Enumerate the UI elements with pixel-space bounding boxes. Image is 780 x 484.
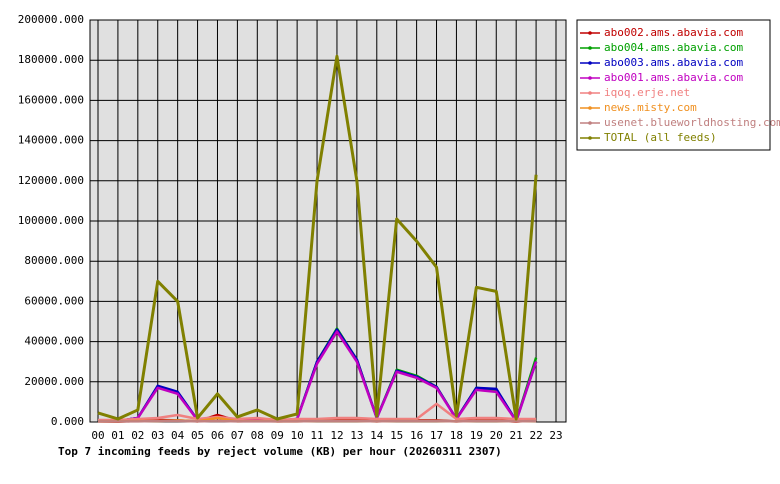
y-tick-label: 140000.000 bbox=[18, 134, 84, 147]
x-tick-label: 13 bbox=[350, 429, 363, 442]
legend-marker bbox=[588, 121, 592, 125]
legend-marker bbox=[588, 31, 592, 35]
x-tick-label: 07 bbox=[231, 429, 244, 442]
x-tick-label: 11 bbox=[310, 429, 323, 442]
x-tick-label: 08 bbox=[251, 429, 264, 442]
x-tick-label: 15 bbox=[390, 429, 403, 442]
x-tick-label: 02 bbox=[131, 429, 144, 442]
x-tick-label: 20 bbox=[490, 429, 503, 442]
x-tick-label: 21 bbox=[510, 429, 523, 442]
x-tick-label: 01 bbox=[111, 429, 124, 442]
x-tick-label: 23 bbox=[549, 429, 562, 442]
legend-label: abo002.ams.abavia.com bbox=[604, 26, 743, 39]
x-tick-label: 03 bbox=[151, 429, 164, 442]
x-tick-label: 04 bbox=[171, 429, 185, 442]
x-tick-label: 06 bbox=[211, 429, 224, 442]
x-tick-label: 18 bbox=[450, 429, 463, 442]
legend-label: usenet.blueworldhosting.com bbox=[604, 116, 780, 129]
legend-marker bbox=[588, 91, 592, 95]
legend-label: iqoq.erje.net bbox=[604, 86, 690, 99]
y-tick-label: 160000.000 bbox=[18, 93, 84, 106]
y-tick-label: 40000.000 bbox=[24, 335, 84, 348]
y-tick-label: 100000.000 bbox=[18, 214, 84, 227]
y-tick-label: 180000.000 bbox=[18, 53, 84, 66]
x-tick-label: 09 bbox=[271, 429, 284, 442]
x-tick-label: 19 bbox=[470, 429, 483, 442]
legend-label: abo001.ams.abavia.com bbox=[604, 71, 743, 84]
x-tick-label: 22 bbox=[529, 429, 542, 442]
x-tick-label: 05 bbox=[191, 429, 204, 442]
x-tick-label: 12 bbox=[330, 429, 343, 442]
y-tick-label: 60000.000 bbox=[24, 294, 84, 307]
x-tick-label: 17 bbox=[430, 429, 443, 442]
y-tick-label: 80000.000 bbox=[24, 254, 84, 267]
legend-label: abo003.ams.abavia.com bbox=[604, 56, 743, 69]
y-tick-label: 0.000 bbox=[51, 415, 84, 428]
legend-marker bbox=[588, 76, 592, 80]
chart-title: Top 7 incoming feeds by reject volume (K… bbox=[58, 445, 502, 458]
legend-label: news.misty.com bbox=[604, 101, 697, 114]
legend-label: abo004.ams.abavia.com bbox=[604, 41, 743, 54]
y-tick-label: 120000.000 bbox=[18, 174, 84, 187]
x-tick-label: 16 bbox=[410, 429, 423, 442]
legend-marker bbox=[588, 61, 592, 65]
x-tick-label: 00 bbox=[91, 429, 104, 442]
x-tick-label: 10 bbox=[291, 429, 304, 442]
legend-marker bbox=[588, 136, 592, 140]
legend-marker bbox=[588, 106, 592, 110]
y-tick-label: 20000.000 bbox=[24, 375, 84, 388]
legend-label: TOTAL (all feeds) bbox=[604, 131, 717, 144]
y-tick-label: 200000.000 bbox=[18, 13, 84, 26]
legend-marker bbox=[588, 46, 592, 50]
x-tick-label: 14 bbox=[370, 429, 384, 442]
